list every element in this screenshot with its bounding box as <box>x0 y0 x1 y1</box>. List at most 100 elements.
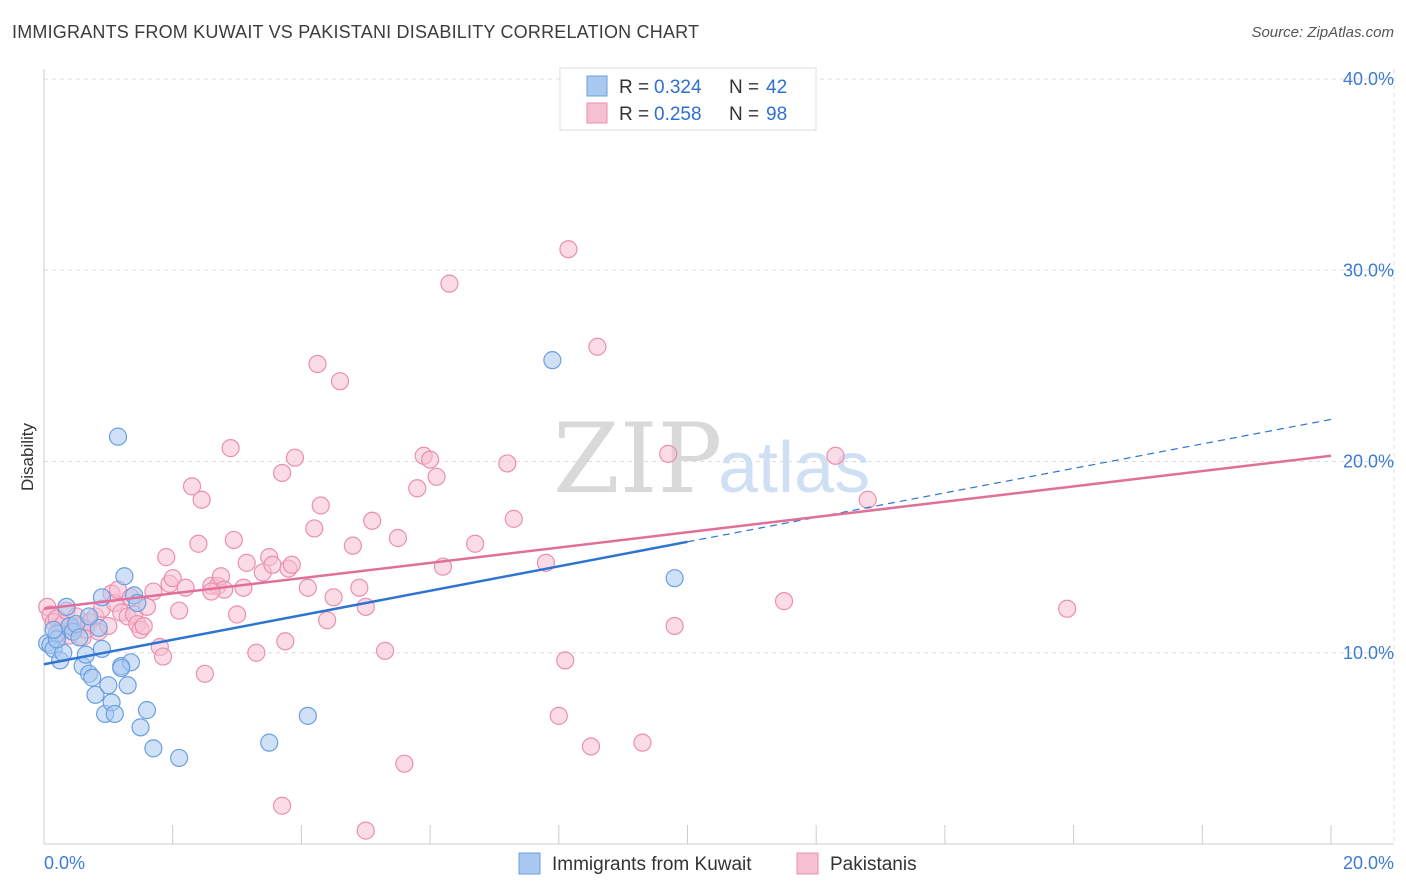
point-pink-47 <box>227 605 247 624</box>
point-blue-14 <box>83 668 102 687</box>
point-pink-54 <box>272 463 292 483</box>
legend-n-label-kuwait: N = <box>729 77 759 98</box>
watermark-atlas: atlas <box>718 428 870 508</box>
point-pink-72 <box>395 754 414 773</box>
point-pink-49 <box>237 553 256 572</box>
point-pink-64 <box>324 588 343 607</box>
trend-line-blue-extension <box>687 418 1332 543</box>
point-pink-38 <box>189 534 208 553</box>
legend-r-value-pakistanis: 0.258 <box>654 104 702 125</box>
point-blue-10 <box>70 628 89 647</box>
point-pink-67 <box>350 578 369 597</box>
point-pink-31 <box>153 647 173 666</box>
point-pink-93 <box>858 490 877 509</box>
point-pink-32 <box>157 548 176 567</box>
legend-n-value-kuwait: 42 <box>766 77 787 98</box>
legend-n-label-pakistanis: N = <box>729 104 759 125</box>
x-tick-label-min: 0.0% <box>44 853 85 873</box>
point-blue-31 <box>144 739 163 758</box>
legend-r-value-kuwait: 0.324 <box>654 77 702 98</box>
point-pink-61 <box>308 354 327 374</box>
point-pink-57 <box>282 555 301 574</box>
trend-line-blue <box>43 540 688 666</box>
legend-r-label-pakistanis: R = <box>619 104 649 125</box>
point-blue-21 <box>105 704 124 724</box>
bottom-legend-label-kuwait: Immigrants from Kuwait <box>552 854 752 875</box>
point-pink-97 <box>202 582 221 601</box>
point-pink-71 <box>388 528 408 548</box>
point-blue-15 <box>86 685 105 704</box>
point-blue-41 <box>79 607 99 626</box>
point-pink-81 <box>504 509 523 528</box>
point-pink-92 <box>826 446 845 465</box>
point-pink-85 <box>559 240 578 259</box>
point-pink-83 <box>549 706 568 725</box>
point-blue-33 <box>260 733 279 752</box>
point-pink-73 <box>408 479 427 498</box>
point-blue-39 <box>112 658 131 678</box>
point-pink-90 <box>665 616 684 636</box>
point-pink-69 <box>363 511 382 530</box>
bottom-legend-swatch-kuwait <box>518 852 541 875</box>
legend-n-value-pakistanis: 98 <box>766 104 787 125</box>
point-pink-48 <box>234 578 253 597</box>
point-pink-35 <box>170 601 189 620</box>
point-pink-80 <box>498 454 517 473</box>
point-pink-78 <box>440 274 459 293</box>
point-pink-62 <box>311 496 330 515</box>
point-blue-35 <box>543 351 562 370</box>
point-pink-34 <box>163 569 182 588</box>
point-pink-45 <box>221 439 240 458</box>
point-pink-75 <box>421 450 440 469</box>
point-pink-59 <box>298 578 317 597</box>
watermark-zip: ZIP <box>553 403 722 515</box>
axes <box>43 69 1394 845</box>
point-pink-55 <box>276 632 295 651</box>
y-tick-label-20: 20.0% <box>1343 452 1394 472</box>
series-kuwait-points <box>38 351 684 768</box>
point-blue-22 <box>108 427 128 446</box>
point-pink-58 <box>285 448 305 467</box>
point-pink-60 <box>305 519 324 538</box>
legend-swatch-kuwait <box>586 75 608 97</box>
legend-swatch-pakistanis <box>586 102 608 124</box>
point-pink-89 <box>659 444 678 463</box>
point-blue-36 <box>665 569 684 588</box>
legend: R = 0.324 N = 42 R = 0.258 N = 98 <box>559 67 817 131</box>
point-pink-65 <box>330 372 350 391</box>
trend-lines <box>43 418 1332 666</box>
point-pink-95 <box>272 796 292 815</box>
point-pink-86 <box>581 737 601 756</box>
y-tick-label-30: 30.0% <box>1343 260 1394 280</box>
point-pink-40 <box>195 664 214 683</box>
chart-title: IMMIGRANTS FROM KUWAIT VS PAKISTANI DISA… <box>12 22 700 42</box>
x-tick-label-max: 20.0% <box>1343 853 1394 873</box>
point-pink-66 <box>343 536 362 555</box>
point-pink-39 <box>192 490 211 509</box>
point-pink-96 <box>356 821 375 840</box>
point-pink-46 <box>224 530 243 550</box>
y-tick-labels: 10.0% 20.0% 30.0% 40.0% <box>1343 69 1394 663</box>
watermark: ZIP atlas <box>553 403 870 515</box>
point-pink-79 <box>466 534 485 553</box>
y-tick-label-10: 10.0% <box>1343 643 1394 663</box>
bottom-legend: Immigrants from Kuwait Pakistanis <box>518 852 917 875</box>
point-pink-37 <box>182 477 202 496</box>
point-blue-30 <box>137 701 157 720</box>
y-axis-label: Disability <box>18 422 37 491</box>
point-pink-87 <box>588 337 607 356</box>
chart-source: Source: ZipAtlas.com <box>1251 24 1394 41</box>
point-blue-40 <box>44 620 63 639</box>
point-pink-27 <box>134 616 153 636</box>
point-pink-63 <box>318 611 337 630</box>
point-pink-50 <box>247 643 266 662</box>
point-pink-84 <box>556 651 575 670</box>
point-blue-32 <box>170 748 189 768</box>
point-blue-19 <box>99 676 118 695</box>
point-blue-24 <box>115 567 134 586</box>
point-pink-76 <box>427 467 446 486</box>
point-pink-53 <box>263 555 282 574</box>
point-blue-34 <box>298 706 317 725</box>
series-pakistanis-points <box>38 240 1077 840</box>
